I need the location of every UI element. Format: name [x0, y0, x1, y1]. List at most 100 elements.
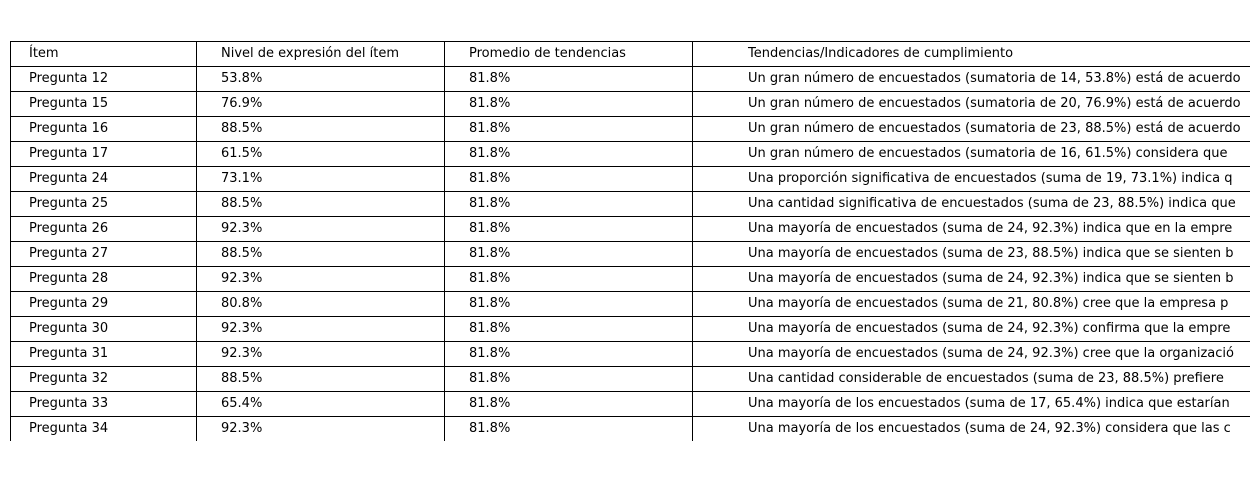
table-cell-average: 81.8%: [444, 91, 693, 117]
table-cell-level: 92.3%: [196, 341, 445, 367]
table-cell-average: 81.8%: [444, 391, 693, 417]
cell-text: Una mayoría de los encuestados (suma de …: [748, 421, 1231, 436]
table-cell-trend: Un gran número de encuestados (sumatoria…: [692, 66, 1250, 92]
cell-text: Una mayoría de encuestados (suma de 24, …: [748, 221, 1233, 236]
cell-text: Pregunta 27: [29, 246, 109, 261]
table-cell-trend: Una mayoría de los encuestados (suma de …: [692, 416, 1250, 441]
cell-text: Pregunta 16: [29, 121, 109, 136]
table-cell-level: 92.3%: [196, 416, 445, 441]
cell-text: 53.8%: [221, 71, 263, 86]
table-cell-trend: Una mayoría de encuestados (suma de 24, …: [692, 216, 1250, 242]
cell-text: 76.9%: [221, 96, 263, 111]
cell-text: Pregunta 31: [29, 346, 109, 361]
table-cell-level: 61.5%: [196, 141, 445, 167]
table-cell-average: 81.8%: [444, 291, 693, 317]
cell-text: Nivel de expresión del ítem: [221, 46, 400, 61]
table-cell-average: 81.8%: [444, 266, 693, 292]
cell-text: 81.8%: [469, 196, 511, 211]
cell-text: 92.3%: [221, 221, 263, 236]
table-cell-level: 88.5%: [196, 191, 445, 217]
table-row: Pregunta 34 92.3% 81.8% Una mayoría de los …: [10, 416, 1250, 441]
table-cell-item: Pregunta 28: [10, 266, 197, 292]
cell-text: 81.8%: [469, 396, 511, 411]
cell-text: Un gran número de encuestados (sumatoria…: [748, 146, 1228, 161]
cell-text: Un gran número de encuestados (sumatoria…: [748, 71, 1241, 86]
cell-text: 65.4%: [221, 396, 263, 411]
table-cell-item: Pregunta 29: [10, 291, 197, 317]
table-cell-item: Pregunta 15: [10, 91, 197, 117]
cell-text: Pregunta 26: [29, 221, 109, 236]
cell-text: Una mayoría de encuestados (suma de 21, …: [748, 296, 1229, 311]
table-cell-average: 81.8%: [444, 341, 693, 367]
table-header-row: Ítem Nivel de expresión del ítem Promedio …: [10, 41, 1250, 67]
cell-text: Un gran número de encuestados (sumatoria…: [748, 96, 1241, 111]
cell-text: 81.8%: [469, 71, 511, 86]
table-cell-item: Pregunta 16: [10, 116, 197, 142]
table-cell-average: 81.8%: [444, 66, 693, 92]
cell-text: 81.8%: [469, 346, 511, 361]
cell-text: 88.5%: [221, 121, 263, 136]
cell-text: 61.5%: [221, 146, 263, 161]
header-cell-item: Ítem: [10, 41, 197, 67]
table-cell-level: 92.3%: [196, 316, 445, 342]
table-cell-item: Pregunta 27: [10, 241, 197, 267]
table-row: Pregunta 15 76.9% 81.8% Un gran número de e…: [10, 91, 1250, 117]
table-row: Pregunta 17 61.5% 81.8% Un gran número de e…: [10, 141, 1250, 167]
table-cell-trend: Un gran número de encuestados (sumatoria…: [692, 116, 1250, 142]
table-cell-level: 92.3%: [196, 216, 445, 242]
cell-text: 88.5%: [221, 196, 263, 211]
cell-text: 92.3%: [221, 321, 263, 336]
cell-text: Pregunta 15: [29, 96, 109, 111]
table-cell-level: 76.9%: [196, 91, 445, 117]
table-cell-item: Pregunta 17: [10, 141, 197, 167]
cell-text: Una mayoría de encuestados (suma de 24, …: [748, 346, 1234, 361]
table-cell-average: 81.8%: [444, 416, 693, 441]
cell-text: Un gran número de encuestados (sumatoria…: [748, 121, 1241, 136]
cell-text: Ítem: [29, 46, 59, 61]
table-cell-level: 88.5%: [196, 116, 445, 142]
table-row: Pregunta 28 92.3% 81.8% Una mayoría de encu…: [10, 266, 1250, 292]
cell-text: 81.8%: [469, 271, 511, 286]
cell-text: 81.8%: [469, 121, 511, 136]
cell-text: Una mayoría de los encuestados (suma de …: [748, 396, 1230, 411]
table-cell-average: 81.8%: [444, 116, 693, 142]
table-row: Pregunta 32 88.5% 81.8% Una cantidad consid…: [10, 366, 1250, 392]
cell-text: 81.8%: [469, 221, 511, 236]
table-cell-level: 80.8%: [196, 291, 445, 317]
cell-text: Una cantidad significativa de encuestado…: [748, 196, 1236, 211]
cell-text: 73.1%: [221, 171, 263, 186]
table-cell-average: 81.8%: [444, 191, 693, 217]
table-cell-trend: Una mayoría de encuestados (suma de 21, …: [692, 291, 1250, 317]
cell-text: 81.8%: [469, 371, 511, 386]
table-body: Ítem Nivel de expresión del ítem Promedio …: [10, 41, 1250, 441]
table-cell-trend: Una cantidad considerable de encuestados…: [692, 366, 1250, 392]
table-cell-item: Pregunta 26: [10, 216, 197, 242]
table-cell-average: 81.8%: [444, 166, 693, 192]
table-row: Pregunta 16 88.5% 81.8% Un gran número de e…: [10, 116, 1250, 142]
table-cell-average: 81.8%: [444, 316, 693, 342]
cell-text: 81.8%: [469, 246, 511, 261]
table-cell-trend: Una mayoría de los encuestados (suma de …: [692, 391, 1250, 417]
table-cell-average: 81.8%: [444, 216, 693, 242]
table-row: Pregunta 33 65.4% 81.8% Una mayoría de los …: [10, 391, 1250, 417]
cell-text: 92.3%: [221, 346, 263, 361]
header-cell-level: Nivel de expresión del ítem: [196, 41, 445, 67]
cell-text: Pregunta 28: [29, 271, 109, 286]
cell-text: Pregunta 30: [29, 321, 109, 336]
table-cell-level: 88.5%: [196, 241, 445, 267]
table-cell-item: Pregunta 24: [10, 166, 197, 192]
table-row: Pregunta 29 80.8% 81.8% Una mayoría de encu…: [10, 291, 1250, 317]
data-table: Ítem Nivel de expresión del ítem Promedio …: [10, 41, 1250, 441]
table-row: Pregunta 25 88.5% 81.8% Una cantidad signif…: [10, 191, 1250, 217]
cell-text: Pregunta 12: [29, 71, 109, 86]
cell-text: 80.8%: [221, 296, 263, 311]
table-cell-item: Pregunta 12: [10, 66, 197, 92]
table-cell-item: Pregunta 31: [10, 341, 197, 367]
cell-text: Una cantidad considerable de encuestados…: [748, 371, 1224, 386]
table-cell-level: 92.3%: [196, 266, 445, 292]
table-row: Pregunta 27 88.5% 81.8% Una mayoría de encu…: [10, 241, 1250, 267]
table-cell-item: Pregunta 34: [10, 416, 197, 441]
cell-text: 92.3%: [221, 271, 263, 286]
table-cell-trend: Un gran número de encuestados (sumatoria…: [692, 141, 1250, 167]
cell-text: Pregunta 33: [29, 396, 109, 411]
